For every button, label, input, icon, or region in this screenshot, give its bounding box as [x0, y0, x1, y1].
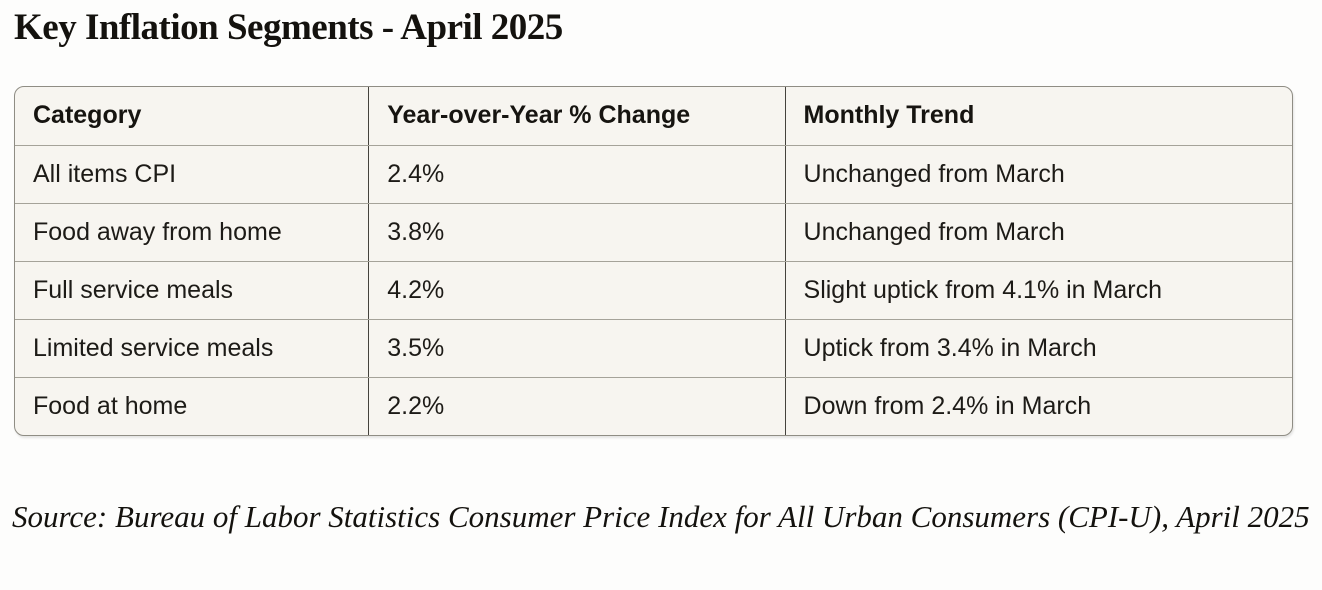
cell-yoy-change: 3.5%: [368, 319, 786, 378]
page: Key Inflation Segments - April 2025 Cate…: [0, 6, 1322, 590]
table-body: All items CPI 2.4% Unchanged from March …: [15, 145, 1292, 435]
table-row: Food away from home 3.8% Unchanged from …: [15, 203, 1292, 262]
source-note: Source: Bureau of Labor Statistics Consu…: [12, 499, 1310, 534]
column-header-yoy-change: Year-over-Year % Change: [368, 87, 786, 146]
cell-monthly-trend: Down from 2.4% in March: [784, 377, 1292, 435]
table-header: Category Year-over-Year % Change Monthly…: [15, 87, 1292, 146]
table-row: Food at home 2.2% Down from 2.4% in Marc…: [15, 377, 1292, 435]
cell-yoy-change: 2.2%: [368, 377, 786, 435]
cell-monthly-trend: Uptick from 3.4% in March: [784, 319, 1292, 378]
cell-yoy-change: 2.4%: [368, 145, 786, 204]
column-header-category: Category: [15, 87, 369, 146]
table-row: Full service meals 4.2% Slight uptick fr…: [15, 261, 1292, 320]
cell-category: All items CPI: [15, 145, 369, 204]
cell-category: Full service meals: [15, 261, 369, 320]
cell-yoy-change: 4.2%: [368, 261, 786, 320]
inflation-table: Category Year-over-Year % Change Monthly…: [15, 87, 1292, 435]
cell-monthly-trend: Slight uptick from 4.1% in March: [784, 261, 1292, 320]
cell-category: Limited service meals: [15, 319, 369, 378]
page-title: Key Inflation Segments - April 2025: [14, 7, 563, 48]
table-row: All items CPI 2.4% Unchanged from March: [15, 145, 1292, 204]
cell-monthly-trend: Unchanged from March: [784, 203, 1292, 262]
cell-category: Food at home: [33, 391, 188, 420]
cell-yoy-change: 3.8%: [368, 203, 786, 262]
cell-monthly-trend: Unchanged from March: [784, 145, 1292, 204]
cell-category: Food away from home: [15, 203, 369, 262]
table-header-row: Category Year-over-Year % Change Monthly…: [15, 87, 1292, 146]
table-row: Limited service meals 3.5% Uptick from 3…: [15, 319, 1292, 378]
column-header-monthly-trend: Monthly Trend: [784, 87, 1292, 146]
inflation-table-container: Category Year-over-Year % Change Monthly…: [14, 86, 1293, 436]
